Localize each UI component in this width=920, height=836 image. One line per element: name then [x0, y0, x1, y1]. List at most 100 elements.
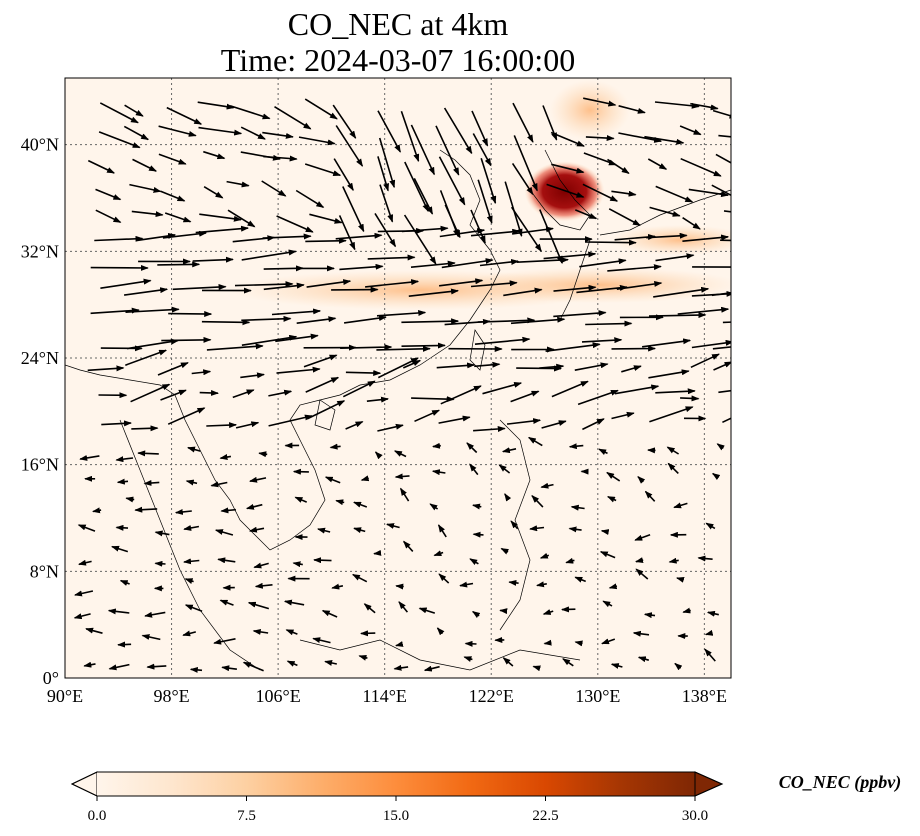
wind-arrow [377, 423, 404, 432]
wind-arrow [199, 389, 219, 396]
wind-arrow [570, 504, 585, 511]
wind-arrow [436, 627, 445, 636]
wind-arrow [720, 239, 731, 242]
wind-arrow [235, 421, 260, 429]
lat-tick-label: 32°N [21, 241, 59, 261]
wind-arrow [201, 319, 251, 326]
wind-arrow [108, 663, 130, 671]
wind-arrow [358, 654, 368, 661]
wind-arrow [117, 641, 132, 648]
wind-arrow [574, 640, 583, 647]
wind-arrow [360, 475, 370, 482]
wind-arrow [466, 442, 478, 454]
wind-arrow [137, 450, 159, 457]
wind-arrow [268, 414, 313, 427]
wind-arrow [469, 558, 479, 566]
wind-arrow [73, 613, 91, 620]
wind-arrow [79, 454, 100, 461]
lat-tick-label: 40°N [21, 135, 59, 155]
wind-arrow [92, 507, 102, 514]
wind-arrow [501, 447, 517, 454]
wind-arrow [184, 604, 203, 613]
wind-arrow [529, 525, 545, 532]
lon-tick-label: 114°E [362, 686, 407, 706]
wind-arrow [682, 607, 691, 614]
wind-arrow [98, 131, 141, 149]
wind-arrow [376, 309, 427, 317]
wind-arrow [649, 206, 681, 217]
wind-arrow [249, 476, 267, 483]
wind-arrow [608, 583, 618, 590]
wind-arrow [667, 462, 679, 474]
wind-arrow [254, 582, 273, 589]
wind-arrow [87, 159, 116, 174]
wind-arrow [226, 180, 250, 188]
wind-arrow [715, 153, 731, 164]
wind-arrow [129, 183, 162, 193]
chart-title-line2: Time: 2024-03-07 16:00:00 [220, 42, 576, 78]
wind-arrow [531, 494, 544, 508]
wind-arrow [399, 487, 410, 502]
wind-arrow [340, 344, 393, 351]
lon-tick-label: 130°E [575, 686, 620, 706]
wind-arrow [401, 225, 449, 233]
wind-arrow [498, 464, 511, 474]
wind-arrow [377, 357, 419, 379]
wind-arrow [191, 369, 212, 376]
wind-arrow [641, 338, 692, 348]
wind-arrow [157, 361, 189, 376]
wind-arrow [712, 346, 731, 350]
wind-arrow [713, 361, 731, 371]
wind-arrow [511, 162, 534, 196]
wind-arrow [568, 526, 582, 533]
wind-arrow [232, 389, 255, 399]
wind-arrow [532, 665, 541, 672]
wind-arrow [304, 98, 338, 120]
wind-arrow [635, 557, 644, 564]
wind-arrow [711, 291, 731, 297]
co-plume-japan [610, 225, 731, 255]
wind-arrow [130, 383, 171, 403]
wind-arrow [333, 158, 354, 192]
wind-arrow [644, 135, 685, 145]
wind-arrow [718, 387, 731, 394]
wind-arrow [408, 288, 459, 297]
wind-arrow [261, 180, 287, 197]
wind-arrow [582, 418, 605, 431]
wind-arrow [111, 545, 129, 553]
wind-arrow [185, 479, 198, 486]
wind-arrow [439, 228, 486, 238]
wind-arrow [574, 576, 586, 583]
wind-arrow [379, 184, 394, 223]
wind-arrow [602, 600, 613, 608]
wind-arrow [712, 109, 731, 119]
wind-arrow [296, 316, 337, 324]
wind-arrow [373, 549, 382, 556]
wind-arrow [480, 157, 497, 205]
wind-arrow [464, 640, 477, 647]
map-gridlines [65, 78, 731, 678]
wind-arrow [263, 155, 298, 162]
colorbar-title: CO_NEC (ppbv) [779, 772, 902, 793]
wind-arrow [378, 137, 396, 189]
wind-arrow [304, 163, 342, 177]
wind-arrow [141, 634, 161, 641]
wind-arrow [294, 496, 308, 503]
wind-arrow [404, 161, 429, 213]
wind-arrow [470, 228, 521, 237]
wind-arrow [210, 481, 228, 488]
wind-arrow [551, 380, 589, 398]
wind-arrow [473, 425, 506, 432]
wind-arrow [367, 254, 416, 261]
wind-arrow [258, 451, 268, 458]
lon-tick-label: 122°E [469, 686, 514, 706]
wind-arrow [471, 610, 481, 619]
wind-arrow [677, 306, 730, 315]
wind-arrow [474, 336, 531, 345]
wind-arrow [353, 501, 368, 508]
wind-arrow [335, 499, 345, 506]
wind-arrow [540, 482, 554, 489]
map-plot-area [65, 78, 731, 678]
wind-arrow [634, 534, 651, 541]
wind-arrow [343, 315, 387, 324]
